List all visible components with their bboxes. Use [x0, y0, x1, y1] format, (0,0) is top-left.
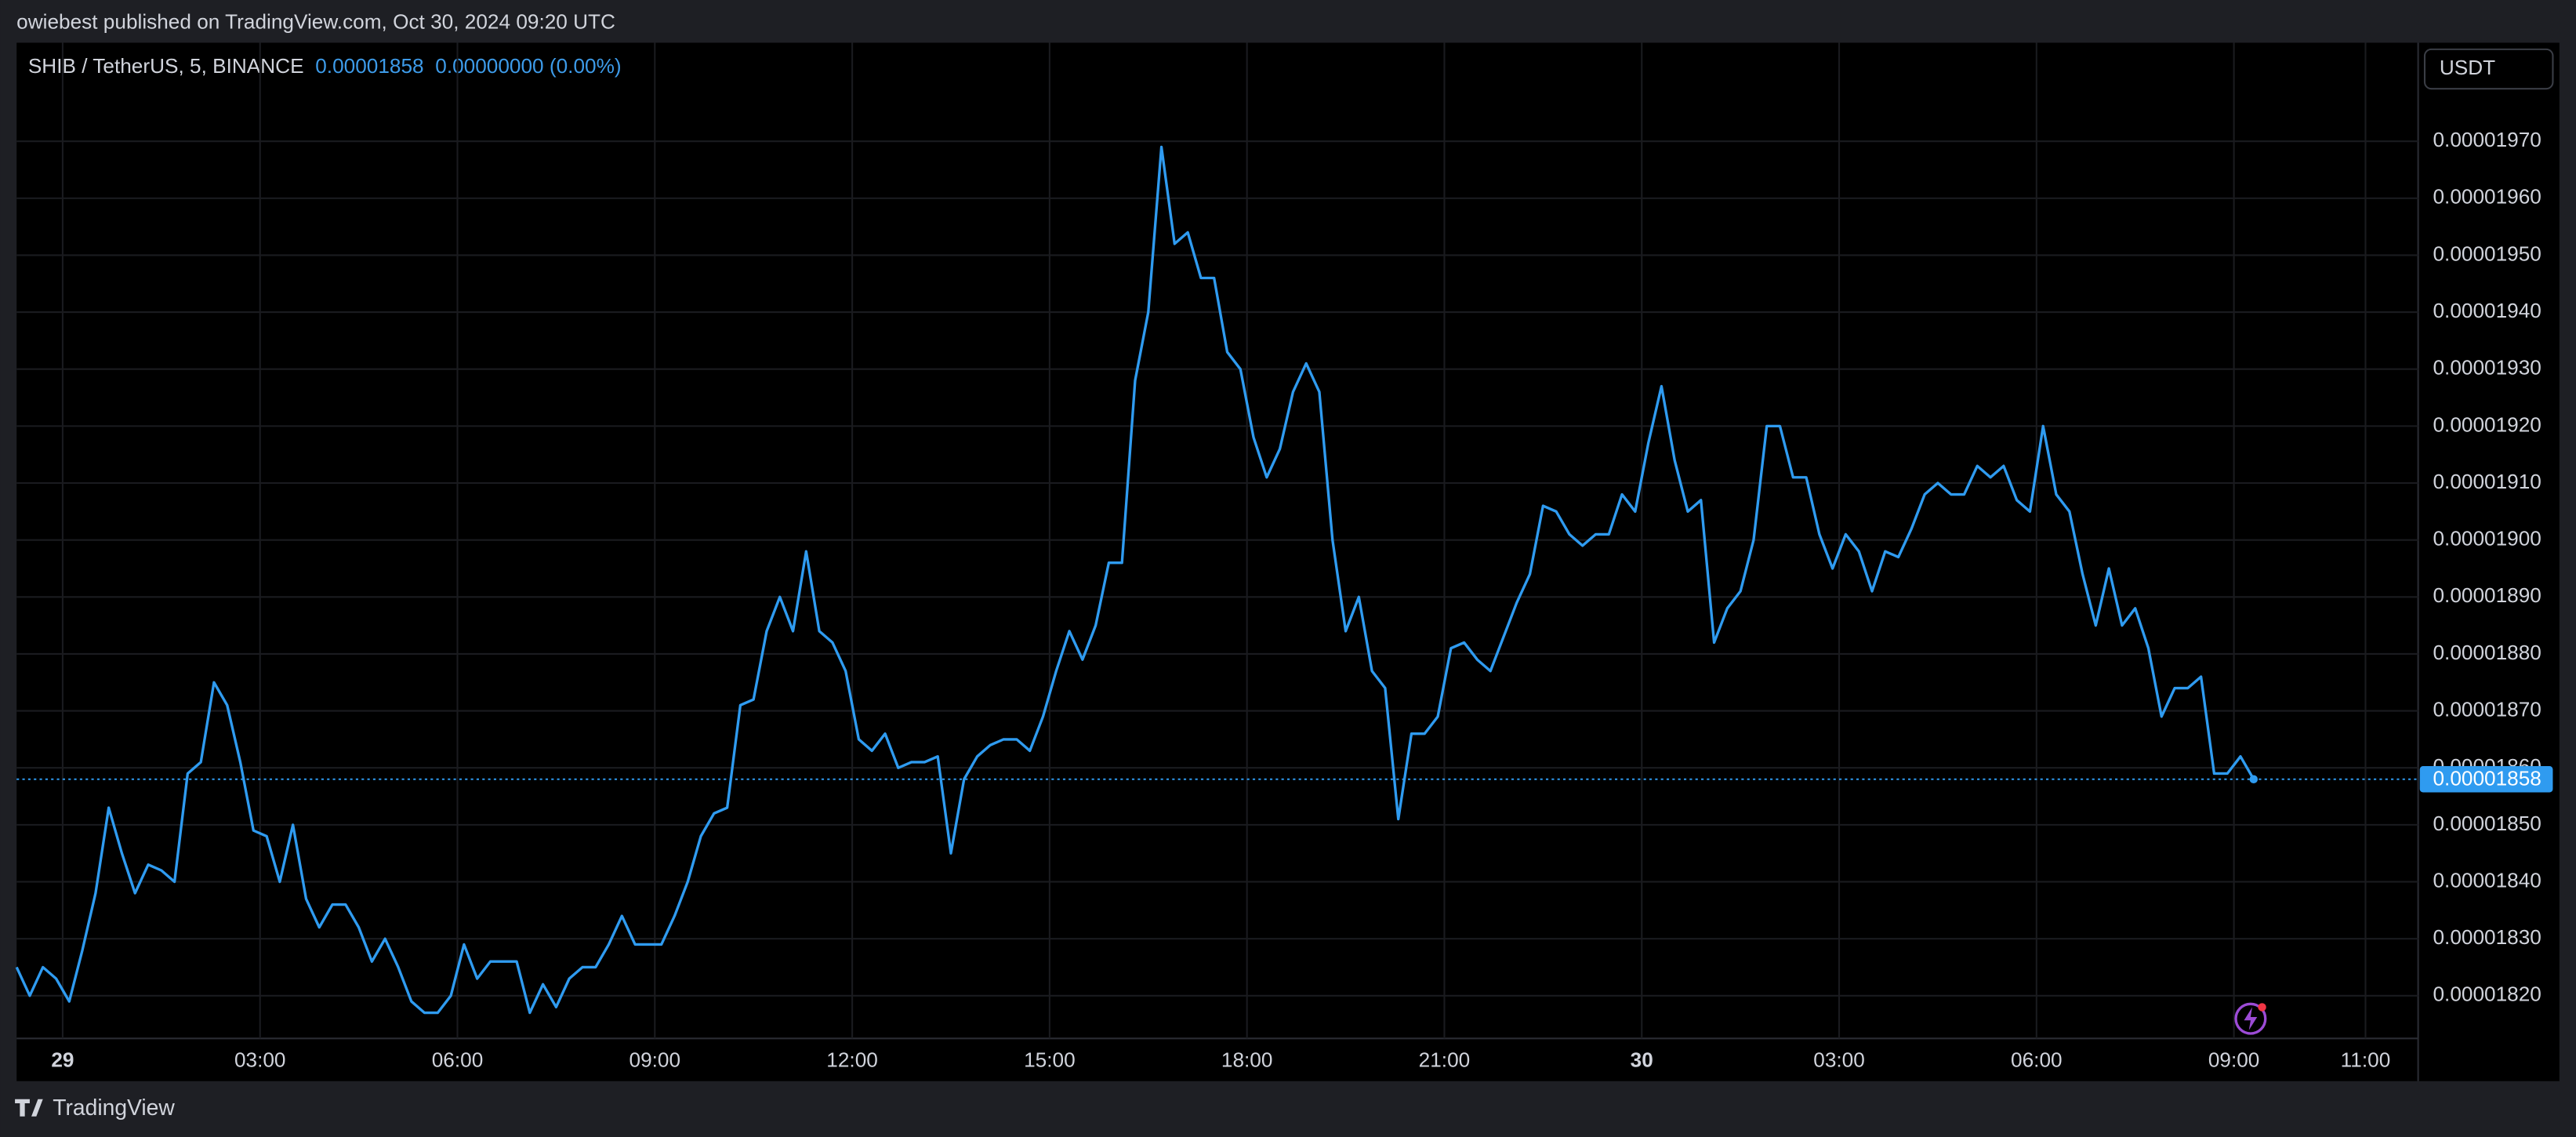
icon-bolt[interactable] [2244, 1007, 2258, 1030]
y-tick-label: 0.00001850 [2433, 812, 2541, 835]
currency-label[interactable]: USDT [2440, 56, 2495, 79]
y-tick-label: 0.00001820 [2433, 983, 2541, 1006]
y-tick-label: 0.00001930 [2433, 356, 2541, 380]
y-tick-label: 0.00001870 [2433, 698, 2541, 721]
x-tick-label: 09:00 [2208, 1048, 2260, 1072]
y-tick-label: 0.00001830 [2433, 925, 2541, 949]
brand: TradingView [53, 1095, 175, 1120]
y-tick-label: 0.00001940 [2433, 299, 2541, 322]
symbol: SHIB / TetherUS, 5, BINANCE [28, 54, 304, 78]
y-tick-label: 0.00001910 [2433, 470, 2541, 493]
legend-change: 0.00000000 (0.00%) [435, 54, 621, 78]
y-tick-label: 0.00001920 [2433, 412, 2541, 436]
x-tick-label: 21:00 [1419, 1048, 1471, 1072]
publish-info: owiebest published on TradingView.com, O… [16, 9, 615, 33]
currency-button[interactable] [2423, 48, 2554, 90]
y-tick-label: 0.00001950 [2433, 242, 2541, 265]
legend-price: 0.00001858 [315, 54, 423, 78]
logo-mark [15, 1099, 43, 1117]
icon-dot[interactable] [2258, 1003, 2266, 1012]
icon-ring[interactable] [2234, 1002, 2267, 1035]
x-tick-label: 18:00 [1221, 1048, 1273, 1072]
x-tick-label: 03:00 [1813, 1048, 1865, 1072]
x-tick-label: 12:00 [826, 1048, 878, 1072]
last-price-label: 0.00001858 [2433, 767, 2541, 790]
y-tick-label: 0.00001840 [2433, 868, 2541, 892]
x-tick-label: 11:00 [2341, 1048, 2391, 1072]
y-tick-label: 0.00001960 [2433, 185, 2541, 209]
y-tick-label: 0.00001890 [2433, 583, 2541, 607]
lightning-icon[interactable] [2234, 1002, 2267, 1035]
price-line [15, 145, 2255, 1015]
chart-panel [16, 42, 2560, 1081]
x-tick-label: 06:00 [2011, 1048, 2063, 1072]
y-tick-label: 0.00001880 [2433, 641, 2541, 664]
x-tick-label: 15:00 [1024, 1048, 1076, 1072]
tv-logo [15, 1099, 43, 1117]
y-tick-label: 0.00001970 [2433, 128, 2541, 151]
last-price-tag [2419, 765, 2553, 793]
x-tick-label: 30 [1631, 1048, 1653, 1072]
x-tick-label: 06:00 [432, 1048, 484, 1072]
x-tick-label: 09:00 [629, 1048, 681, 1072]
y-tick-label: 0.00001900 [2433, 527, 2541, 550]
x-tick-label: 03:00 [234, 1048, 286, 1072]
x-tick-label: 29 [51, 1048, 74, 1072]
